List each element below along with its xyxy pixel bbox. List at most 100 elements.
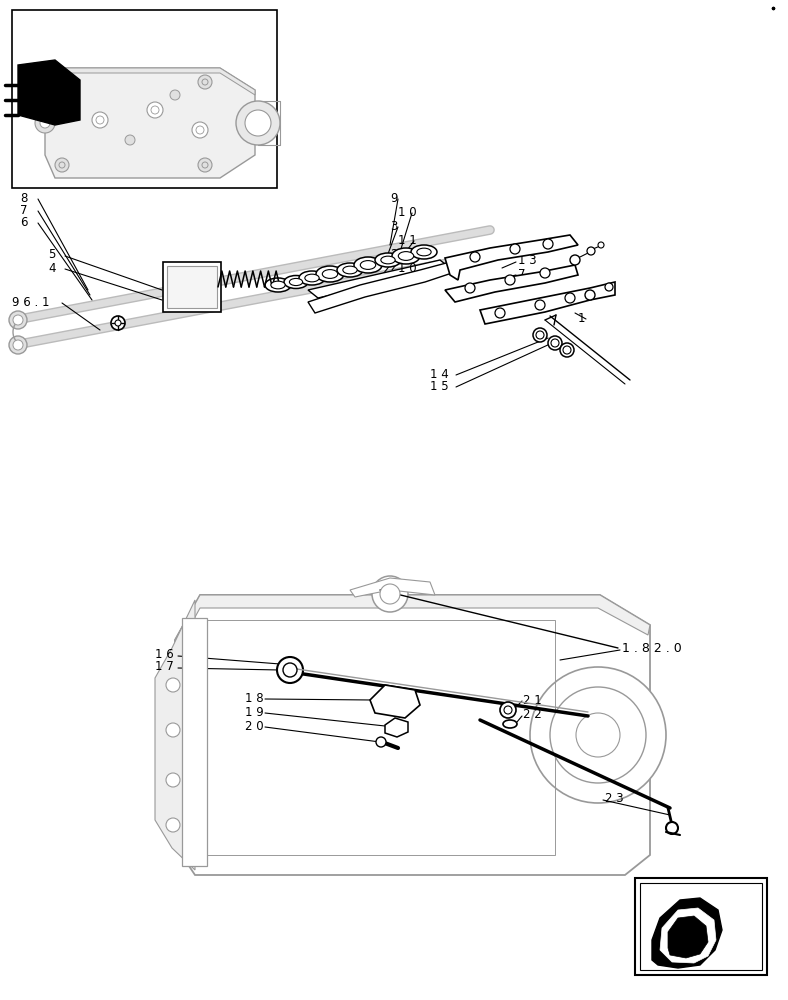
Text: 1 . 8 2 . 0: 1 . 8 2 . 0 [622,642,682,654]
Polygon shape [155,600,195,870]
Circle shape [510,244,520,254]
Text: 1 8: 1 8 [245,692,264,704]
Circle shape [598,242,604,248]
Circle shape [236,101,280,145]
Text: 7: 7 [518,267,526,280]
Text: 2 0: 2 0 [245,720,264,732]
Circle shape [55,158,69,172]
Polygon shape [45,68,255,95]
Polygon shape [385,718,408,737]
Ellipse shape [398,252,414,260]
Circle shape [535,300,545,310]
Circle shape [170,90,180,100]
Circle shape [65,95,75,105]
Circle shape [59,79,65,85]
Text: 1 7: 1 7 [155,660,173,674]
Text: 6: 6 [20,216,28,229]
Circle shape [376,737,386,747]
Circle shape [151,106,159,114]
Polygon shape [175,595,650,875]
Text: 1 0: 1 0 [398,206,417,219]
Circle shape [530,667,666,803]
Polygon shape [175,595,650,650]
Circle shape [576,713,620,757]
Text: 1 5: 1 5 [430,379,448,392]
Ellipse shape [417,248,431,256]
Bar [635,878,767,975]
Circle shape [9,336,27,354]
Circle shape [92,112,108,128]
Circle shape [495,308,505,318]
Circle shape [548,336,562,350]
Ellipse shape [322,270,338,278]
Circle shape [40,118,50,128]
Text: 9 6 . 1: 9 6 . 1 [12,296,50,308]
Text: 9: 9 [390,192,397,205]
Circle shape [13,315,23,325]
Circle shape [563,346,571,354]
Text: 8: 8 [20,192,28,205]
Bar [163,262,221,312]
Text: 7: 7 [20,204,28,217]
Text: 1 1: 1 1 [398,233,417,246]
Polygon shape [18,60,80,125]
Circle shape [96,116,104,124]
Ellipse shape [316,266,344,282]
Polygon shape [445,265,578,302]
Circle shape [470,252,480,262]
Ellipse shape [381,256,395,264]
Circle shape [550,687,646,783]
Text: 1 6: 1 6 [155,648,173,662]
Circle shape [543,239,553,249]
Circle shape [111,316,125,330]
Bar [167,266,217,308]
Text: 2 1: 2 1 [523,694,541,706]
Circle shape [465,283,475,293]
Text: 3: 3 [390,220,397,232]
Ellipse shape [305,274,319,282]
Text: 1 0: 1 0 [398,261,417,274]
Circle shape [192,122,208,138]
Text: 4: 4 [48,261,55,274]
Ellipse shape [271,281,285,289]
Text: 1 9: 1 9 [245,706,264,718]
Polygon shape [660,908,716,963]
Circle shape [560,343,574,357]
Circle shape [9,311,27,329]
Ellipse shape [284,275,308,288]
Ellipse shape [337,263,363,277]
Circle shape [504,706,512,714]
Circle shape [666,822,678,834]
Circle shape [585,290,595,300]
Polygon shape [45,68,255,178]
Circle shape [565,293,575,303]
Polygon shape [652,898,722,968]
Circle shape [202,162,208,168]
Circle shape [540,268,550,278]
Circle shape [380,584,400,604]
Circle shape [35,113,55,133]
Circle shape [500,702,516,718]
Circle shape [55,75,69,89]
Ellipse shape [375,253,401,267]
Circle shape [147,102,163,118]
Circle shape [283,663,297,677]
Polygon shape [308,260,450,298]
Circle shape [245,110,271,136]
Circle shape [166,678,180,692]
Bar [182,618,207,866]
Circle shape [536,331,544,339]
Circle shape [13,340,23,350]
Ellipse shape [299,271,325,285]
Circle shape [587,247,595,255]
Ellipse shape [411,245,437,259]
Circle shape [115,320,121,326]
Ellipse shape [360,261,376,269]
Text: 2 3: 2 3 [605,792,623,804]
Polygon shape [370,685,420,718]
Circle shape [125,135,135,145]
Ellipse shape [354,257,382,273]
Polygon shape [308,262,455,313]
Bar [12,10,277,188]
Bar [205,620,555,855]
